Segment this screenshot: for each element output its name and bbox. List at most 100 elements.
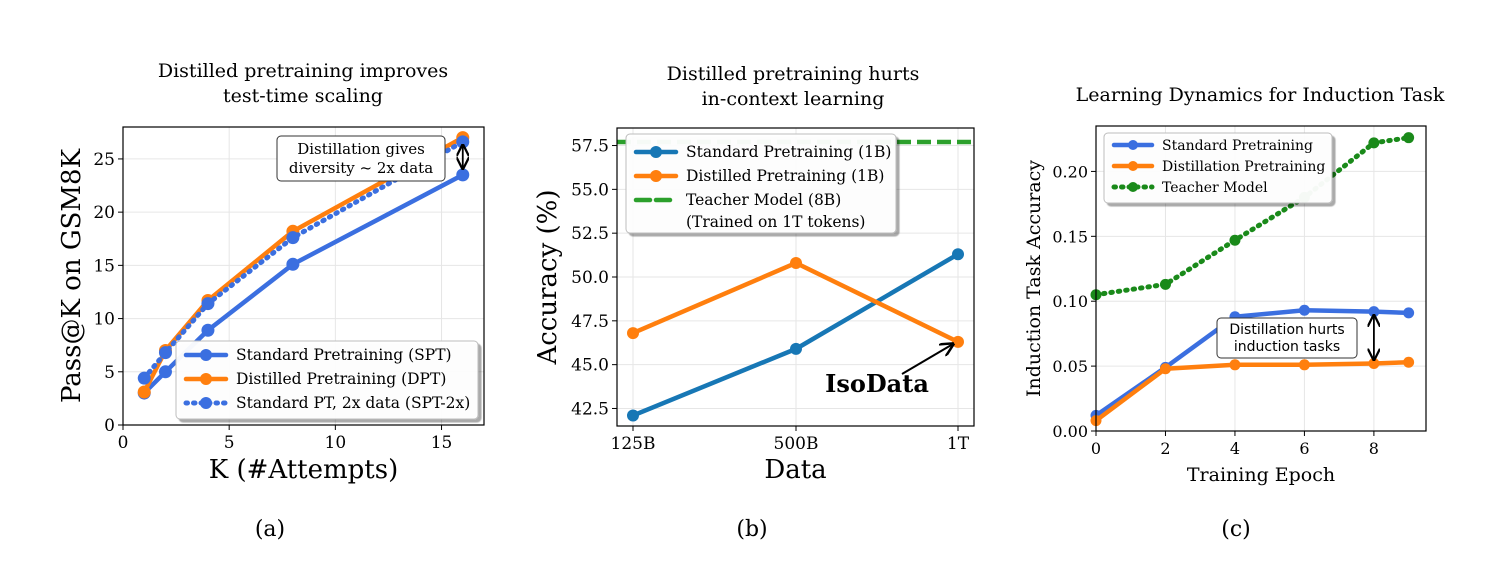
x-tick-label: 0 [118, 433, 129, 453]
y-tick-label: 47.5 [571, 312, 609, 332]
chart-title: Distilled pretraining hurts [667, 63, 920, 85]
x-tick-label: 1T [947, 434, 970, 454]
legend-label-0: Standard Pretraining [1162, 138, 1313, 154]
y-axis-label: Accuracy (%) [533, 189, 563, 365]
legend-marker-0 [1128, 140, 1138, 150]
panel-label: (b) [736, 517, 767, 542]
legend-marker-1 [1128, 161, 1138, 171]
annotation-text: Distillation hurts [1229, 322, 1344, 338]
legend-box [625, 133, 897, 234]
series-1-point-0 [137, 385, 151, 399]
series-2-line [1093, 135, 1412, 298]
legend-box [1103, 132, 1333, 204]
series-2-point-1 [158, 346, 172, 360]
y-axis-label: Pass@K on GSM8K [57, 148, 87, 403]
annotation-box [276, 135, 446, 182]
x-tick-label: 15 [431, 433, 453, 453]
legend-label-0: Standard Pretraining (SPT) [236, 346, 452, 364]
legend-marker-0 [650, 146, 662, 158]
series-2-point-4 [1368, 137, 1380, 149]
series-0-point-1 [158, 365, 172, 379]
series-1-point-2 [1229, 359, 1241, 371]
y-tick-label: 0.15 [1052, 227, 1088, 246]
x-axis-label: Data [764, 455, 826, 485]
series-1-point-1 [790, 256, 802, 269]
plot-frame [1095, 125, 1427, 432]
y-tick-label: 25 [93, 150, 115, 170]
series-1-point-4 [1368, 358, 1380, 370]
series-2-point-0 [137, 371, 151, 385]
x-tick-label: 0 [1091, 439, 1101, 458]
series-0-point-2 [201, 323, 215, 337]
legend-label-1: Distilled Pretraining (DPT) [236, 370, 446, 388]
chart-a: 0 5 10 15 0 5 10 15 20 25 Distilled pretraining im… [57, 60, 485, 542]
legend-marker-2 [1128, 182, 1138, 192]
series-0-point-0 [627, 409, 639, 422]
x-axis-label: Training Epoch [1187, 464, 1335, 486]
x-tick-label: 4 [1230, 439, 1240, 458]
legend-label-1: Distilled Pretraining (1B) [686, 167, 884, 185]
y-axis-label: Induction Task Accuracy [1023, 160, 1045, 397]
y-tick-label: 20 [93, 203, 115, 223]
legend-box [175, 340, 479, 420]
legend-label-1: Distillation Pretraining [1162, 159, 1325, 175]
series-1-point-1 [1159, 363, 1171, 375]
x-tick-label: 10 [325, 433, 347, 453]
legend-marker-1 [200, 373, 212, 385]
legend-label-0: Standard Pretraining (1B) [686, 143, 891, 161]
panel-label: (c) [1221, 517, 1251, 542]
y-tick-label: 0 [104, 416, 115, 436]
y-tick-label: 0.00 [1052, 422, 1088, 441]
legend-label-2: Teacher Model (8B) [686, 191, 841, 209]
series-0-point-1 [790, 342, 802, 355]
y-tick-label: 15 [93, 256, 115, 276]
series-0-point-2 [952, 248, 964, 261]
series-0-point-4 [1368, 306, 1380, 318]
legend-label-2: Standard PT, 2x data (SPT-2x) [236, 394, 470, 412]
panel-label: (a) [255, 517, 285, 542]
x-tick-label: 500B [774, 434, 819, 454]
x-tick-label: 125B [611, 434, 656, 454]
chart-title: test-time scaling [223, 85, 383, 107]
chart-title: Learning Dynamics for Induction Task [1076, 84, 1445, 106]
y-tick-label: 0.05 [1052, 357, 1088, 376]
annotation-text: IsoData [825, 369, 929, 398]
series-0-point-4 [456, 168, 470, 182]
legend-label-2: Teacher Model [1162, 180, 1268, 196]
x-axis-label: K (#Attempts) [209, 455, 398, 485]
chart-title: in-context learning [702, 88, 885, 110]
series-2-point-3 [286, 231, 300, 245]
x-tick-label: 5 [224, 433, 235, 453]
x-tick-label: 2 [1160, 439, 1170, 458]
legend-label-2-line2: (Trained on 1T tokens) [686, 213, 865, 231]
annotation-arrow [901, 344, 953, 375]
legend-marker-0 [200, 349, 212, 361]
legend-marker-2 [200, 397, 212, 409]
chart-c: 0 2 4 6 8 0.00 0.05 0.10 0.15 0.20 Learning Dynami… [1023, 84, 1445, 542]
series-1-point-3 [1298, 359, 1310, 371]
y-tick-label: 42.5 [571, 399, 609, 419]
annotation-text: Distillation gives [297, 140, 425, 158]
series-2-point-2 [201, 297, 215, 311]
chart-title: Distilled pretraining improves [158, 60, 448, 82]
series-2-point-2 [1229, 234, 1241, 246]
x-tick-label: 8 [1369, 439, 1379, 458]
annotation-text: diversity ~ 2x data [289, 159, 433, 177]
series-2-point-5 [1403, 132, 1415, 144]
y-tick-label: 0.10 [1052, 292, 1088, 311]
plot-frame [122, 126, 485, 426]
chart-b: 125B 500B 1T 42.5 45.0 47.5 50.0 52.5 55.0 57.5 Di… [533, 63, 975, 542]
series-0-point-5 [1403, 307, 1415, 319]
series-0-point-3 [1298, 304, 1310, 316]
annotation-box [1216, 317, 1358, 359]
annotation-text: induction tasks [1234, 339, 1340, 355]
y-tick-label: 55.0 [571, 180, 609, 200]
y-tick-label: 50.0 [571, 268, 609, 288]
y-tick-label: 10 [93, 310, 115, 330]
y-tick-label: 5 [104, 363, 115, 383]
y-tick-label: 0.20 [1052, 162, 1088, 181]
legend-marker-1 [650, 170, 662, 182]
y-tick-label: 57.5 [571, 137, 609, 157]
series-0-point-3 [286, 257, 300, 271]
